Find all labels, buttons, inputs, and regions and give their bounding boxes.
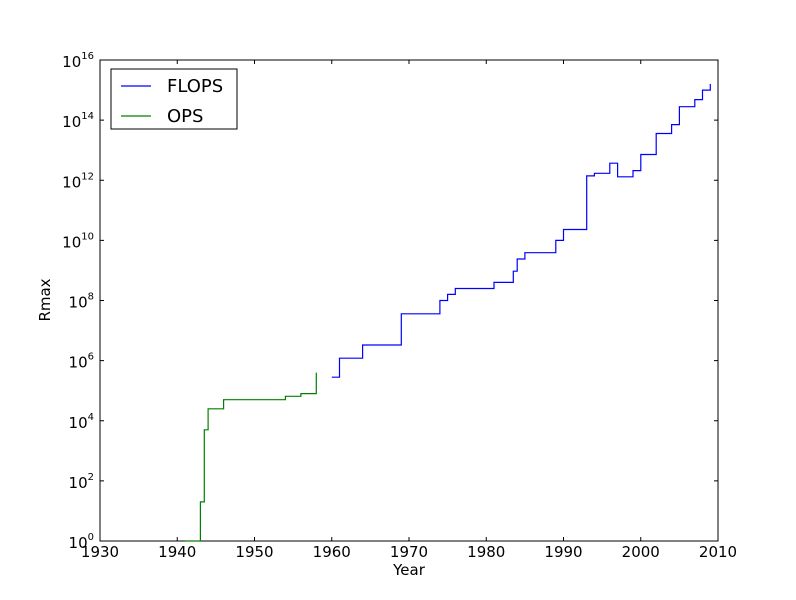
ticks-layer: 1930 1940 1950 1960 1970 1980 1990 2000 2010 100 1… <box>62 51 737 561</box>
x-tick-label: 1940 <box>158 543 196 561</box>
legend-box <box>110 68 238 130</box>
y-tick-label: 1016 <box>62 51 94 71</box>
y-tick-label: 1014 <box>62 111 94 131</box>
x-tick-label: 1960 <box>313 543 351 561</box>
plot-area <box>99 59 719 542</box>
y-tick-label: 104 <box>69 412 94 432</box>
legend-label-ops: OPS <box>167 106 203 127</box>
x-tick-label: 1970 <box>390 543 428 561</box>
y-axis-title: Rmax <box>36 278 54 321</box>
y-tick-label: 1010 <box>62 231 94 251</box>
x-tick-label: 2010 <box>699 543 737 561</box>
x-tick-label: 1980 <box>467 543 505 561</box>
y-tick-label: 1012 <box>62 171 94 191</box>
x-tick-label: 2000 <box>622 543 660 561</box>
legend-label-flops: FLOPS <box>167 76 223 97</box>
x-tick-label: 1930 <box>81 543 119 561</box>
series-line-ops <box>185 372 317 542</box>
legend: FLOPS OPS <box>110 68 238 130</box>
series-layer <box>185 83 711 542</box>
y-tick-label: 106 <box>69 352 94 372</box>
y-tick-label: 100 <box>69 532 94 552</box>
y-tick-label: 102 <box>69 472 94 492</box>
x-tick-label: 1990 <box>544 543 582 561</box>
series-line-flops <box>331 83 711 378</box>
x-axis-title: Year <box>392 561 426 579</box>
y-tick-label: 108 <box>69 292 94 312</box>
x-tick-label: 1950 <box>235 543 273 561</box>
